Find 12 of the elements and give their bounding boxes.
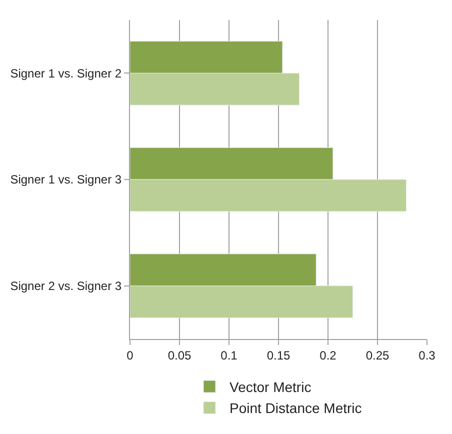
x-tick-label: 0.25 (366, 348, 390, 362)
x-tick-label: 0.3 (418, 348, 436, 362)
y-tick-label: Signer 1 vs. Signer 3 (10, 172, 122, 187)
legend-label: Point Distance Metric (230, 400, 362, 416)
x-tick-label: 0.1 (220, 348, 238, 362)
y-tick-label: Signer 2 vs. Signer 3 (10, 279, 122, 294)
x-tick-label: 0.2 (320, 348, 337, 362)
legend-label: Vector Metric (230, 378, 312, 395)
x-tick-label: 0.15 (266, 348, 290, 362)
x-tick-label: 0.05 (168, 348, 192, 362)
x-tick-label: 0 (126, 348, 134, 362)
y-tick-label: Signer 1 vs. Signer 2 (10, 66, 122, 80)
